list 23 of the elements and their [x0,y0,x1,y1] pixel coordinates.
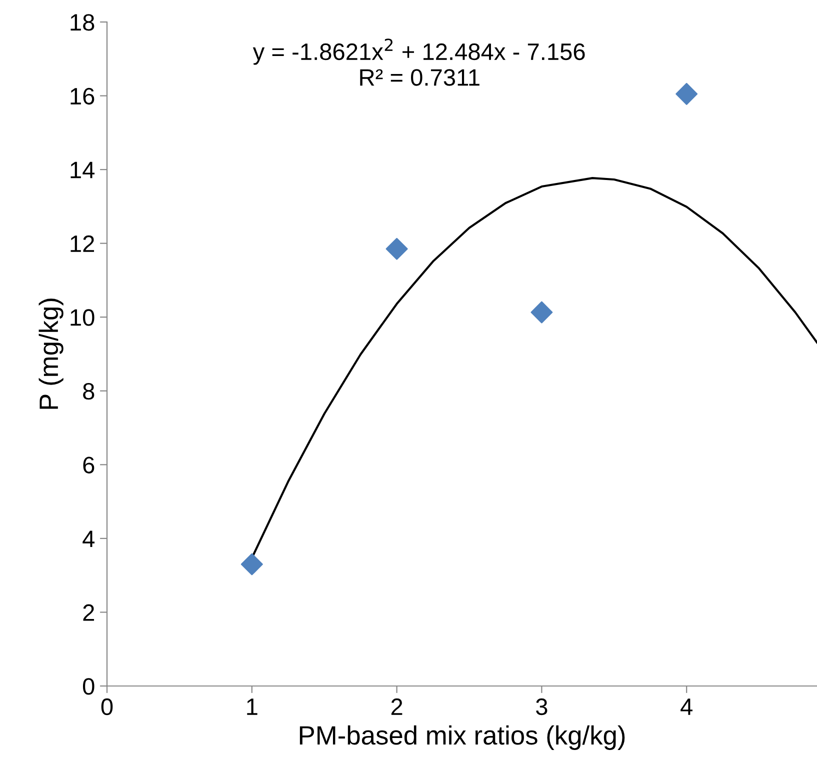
point [240,553,263,576]
annotation: R² = 0.7311 [360,69,480,86]
x-tick-label: 2 [391,698,402,715]
y-tick-label: 2 [83,604,94,621]
y-tick-label: 16 [70,88,94,105]
x-tick-label: 3 [536,698,548,716]
annotation: y = -1.8621x$^{2}$ + 12.484x - 7.156 [252,38,585,65]
y-tick-label: 12 [70,235,94,252]
x-tick-label: 4 [680,698,692,715]
y-tick-label: 4 [82,530,95,547]
y-axis-title: P (mg/kg) [38,298,64,409]
x-tick-label: 0 [101,698,113,716]
x-axis-title: PM-based mix ratios (kg/kg) [300,725,625,750]
point [676,82,698,105]
y-tick-label: 18 [70,14,94,31]
point [386,238,408,260]
x-tick-label: 1 [247,698,258,715]
y-tick-label: 10 [70,309,94,326]
y-tick-label: 6 [83,456,94,474]
point [530,301,553,324]
y-tick-label: 0 [82,678,94,695]
y-tick-label: 14 [70,162,95,178]
y-tick-label: 8 [83,382,94,400]
